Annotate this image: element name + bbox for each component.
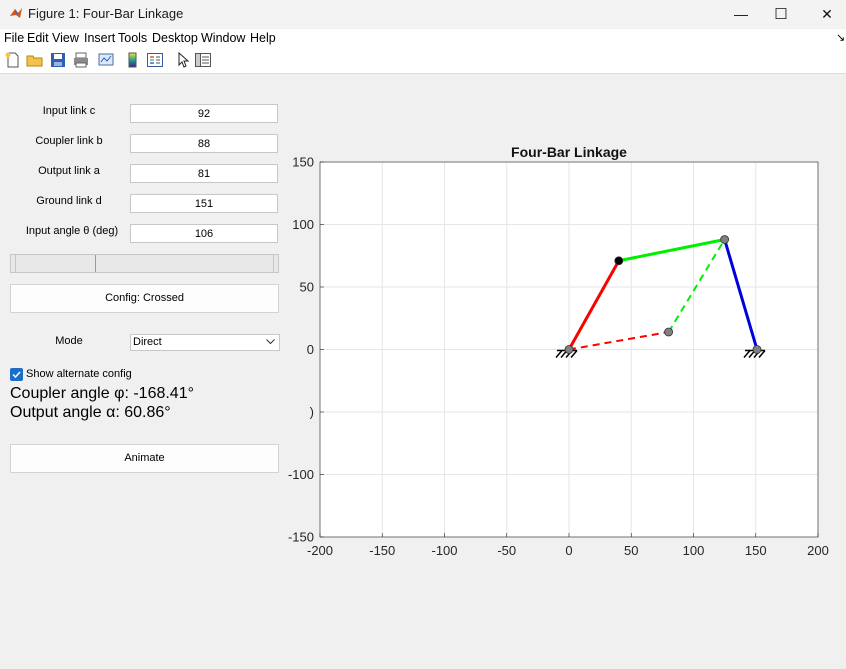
link-output bbox=[723, 239, 759, 350]
joint-b bbox=[614, 256, 624, 266]
save-icon[interactable] bbox=[49, 51, 67, 69]
input-link-label: Input link c bbox=[42, 105, 96, 117]
ground-pivot-a bbox=[564, 345, 574, 354]
maximize-button[interactable]: ☐ bbox=[774, 6, 788, 23]
title-bar: Figure 1: Four-Bar Linkage — ☐ ✕ bbox=[0, 0, 846, 28]
checkbox-checked-icon bbox=[10, 367, 23, 381]
linkage-joints bbox=[564, 235, 762, 354]
output-link-field[interactable]: 81 bbox=[130, 164, 278, 183]
ground-link-field[interactable]: 151 bbox=[130, 194, 278, 213]
menu-desktop[interactable]: Desktop bbox=[152, 31, 198, 45]
link-alt-coupler bbox=[667, 238, 726, 333]
ground-hatch-icon bbox=[555, 349, 578, 358]
input-angle-field[interactable]: 106 bbox=[130, 224, 278, 243]
toolbar bbox=[0, 47, 846, 74]
input-angle-label: Input angle θ (deg) bbox=[25, 225, 119, 237]
x-tick-label: 50 bbox=[624, 543, 638, 558]
link-input bbox=[567, 260, 621, 351]
ground-symbols bbox=[555, 349, 766, 358]
axes-background bbox=[320, 162, 818, 537]
show-alternate-checkbox[interactable]: Show alternate config bbox=[10, 367, 132, 381]
joint-c bbox=[720, 235, 730, 244]
menu-edit[interactable]: Edit bbox=[27, 31, 49, 45]
x-tick-label: -100 bbox=[431, 543, 457, 558]
link-plot-icon[interactable] bbox=[97, 51, 115, 69]
x-tick-label: -150 bbox=[369, 543, 395, 558]
menu-tools[interactable]: Tools bbox=[118, 31, 148, 45]
property-inspector-icon[interactable] bbox=[194, 51, 212, 69]
input-link-field[interactable]: 92 bbox=[130, 104, 278, 123]
coupler-angle-text: Coupler angle φ: -168.41° bbox=[10, 385, 194, 402]
axes-box bbox=[319, 161, 819, 538]
x-tick-label: 200 bbox=[807, 543, 829, 558]
show-alternate-label: Show alternate config bbox=[26, 368, 132, 380]
x-tick-label: 0 bbox=[565, 543, 572, 558]
chevron-down-icon bbox=[266, 339, 275, 345]
y-tick-label: ) bbox=[310, 405, 314, 420]
coupler-link-label: Coupler link b bbox=[35, 135, 103, 147]
y-tick-label: -150 bbox=[288, 530, 314, 545]
plot-title: Four-Bar Linkage bbox=[511, 144, 627, 160]
linkage-links bbox=[567, 238, 759, 351]
config-button[interactable]: Config: Crossed bbox=[10, 284, 279, 313]
x-tick-label: 150 bbox=[745, 543, 767, 558]
new-figure-icon[interactable] bbox=[4, 51, 22, 69]
matlab-logo-icon bbox=[10, 8, 22, 18]
ground-hatch-icon bbox=[743, 349, 766, 358]
y-tick-label: -100 bbox=[288, 467, 314, 482]
link-alt-input bbox=[568, 331, 669, 351]
output-link-label: Output link a bbox=[38, 165, 100, 177]
y-tick-label: 100 bbox=[292, 217, 314, 232]
insert-legend-icon[interactable] bbox=[146, 51, 164, 69]
slider-thumb[interactable] bbox=[95, 255, 96, 272]
open-file-icon[interactable] bbox=[26, 51, 44, 69]
ground-link-label: Ground link d bbox=[36, 195, 102, 207]
x-tick-label: -50 bbox=[497, 543, 516, 558]
menu-file[interactable]: File bbox=[4, 31, 25, 45]
mode-dropdown[interactable]: Direct bbox=[130, 334, 280, 351]
y-tick-label: 150 bbox=[292, 155, 314, 170]
link-coupler bbox=[618, 238, 725, 263]
insert-colorbar-icon[interactable] bbox=[124, 51, 142, 69]
edit-plot-icon[interactable] bbox=[174, 51, 192, 69]
menu-view[interactable]: View bbox=[52, 31, 79, 45]
x-tick-label: -200 bbox=[307, 543, 333, 558]
output-angle-text: Output angle α: 60.86° bbox=[10, 404, 171, 421]
slider-left-arrow[interactable] bbox=[11, 255, 16, 272]
mode-label: Mode bbox=[55, 335, 83, 347]
grid-lines bbox=[319, 161, 819, 538]
menu-bar: File Edit View Insert Tools Desktop Wind… bbox=[0, 29, 846, 47]
menu-overflow-icon[interactable]: ↘ bbox=[836, 32, 846, 44]
coupler-link-field[interactable]: 88 bbox=[130, 134, 278, 153]
input-angle-slider[interactable] bbox=[10, 254, 279, 273]
y-tick-label: 50 bbox=[300, 280, 314, 295]
mode-selected-value: Direct bbox=[133, 336, 162, 348]
ground-pivot-d bbox=[752, 345, 762, 354]
slider-right-arrow[interactable] bbox=[273, 255, 278, 272]
animate-button[interactable]: Animate bbox=[10, 444, 279, 473]
y-tick-label: 0 bbox=[307, 342, 314, 357]
axis-ticks: -200 -150 -100 -50 0 50 100 150 200150100500)-10… bbox=[288, 155, 829, 559]
close-button[interactable]: ✕ bbox=[821, 5, 833, 22]
menu-insert[interactable]: Insert bbox=[84, 31, 116, 45]
print-icon[interactable] bbox=[72, 51, 90, 69]
menu-help[interactable]: Help bbox=[250, 31, 276, 45]
x-tick-label: 100 bbox=[683, 543, 705, 558]
menu-window[interactable]: Window bbox=[201, 31, 246, 45]
window-title: Figure 1: Four-Bar Linkage bbox=[28, 6, 184, 21]
minimize-button[interactable]: — bbox=[734, 6, 748, 22]
joint-alt bbox=[664, 327, 673, 337]
